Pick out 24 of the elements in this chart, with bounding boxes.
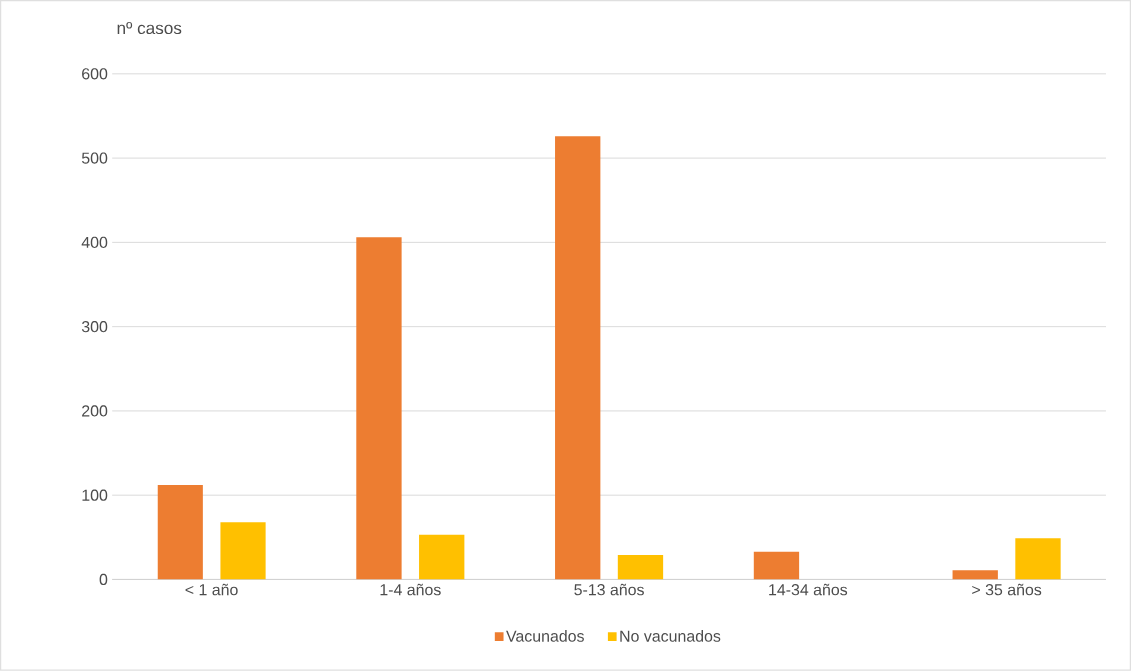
bar	[1015, 538, 1061, 580]
legend-label: Vacunados	[506, 630, 584, 642]
bar	[419, 534, 465, 580]
y-tick-label: 0	[99, 573, 108, 586]
x-tick-label: 14-34 años	[769, 583, 848, 596]
x-tick-label: 5-13 años	[574, 583, 644, 596]
y-tick-label: 600	[82, 68, 108, 80]
bar	[356, 237, 402, 580]
y-tick-label: 100	[82, 489, 108, 501]
y-tick-label: 200	[82, 405, 108, 417]
y-axis-title: nº casos	[117, 22, 182, 35]
y-tick-label: 400	[81, 236, 108, 249]
x-tick-label: > 35 años	[972, 583, 1042, 596]
x-tick-label: < 1 año	[185, 583, 238, 596]
bar	[555, 136, 601, 580]
bar	[157, 485, 203, 580]
y-tick-label: 300	[81, 321, 108, 333]
bar	[617, 555, 664, 580]
x-tick-label: 1-4 años	[380, 583, 441, 596]
bar	[952, 570, 998, 580]
bar	[753, 551, 800, 580]
bar	[220, 522, 266, 580]
legend-label: No vacunados	[620, 630, 721, 642]
y-tick-label: 500	[81, 152, 108, 164]
